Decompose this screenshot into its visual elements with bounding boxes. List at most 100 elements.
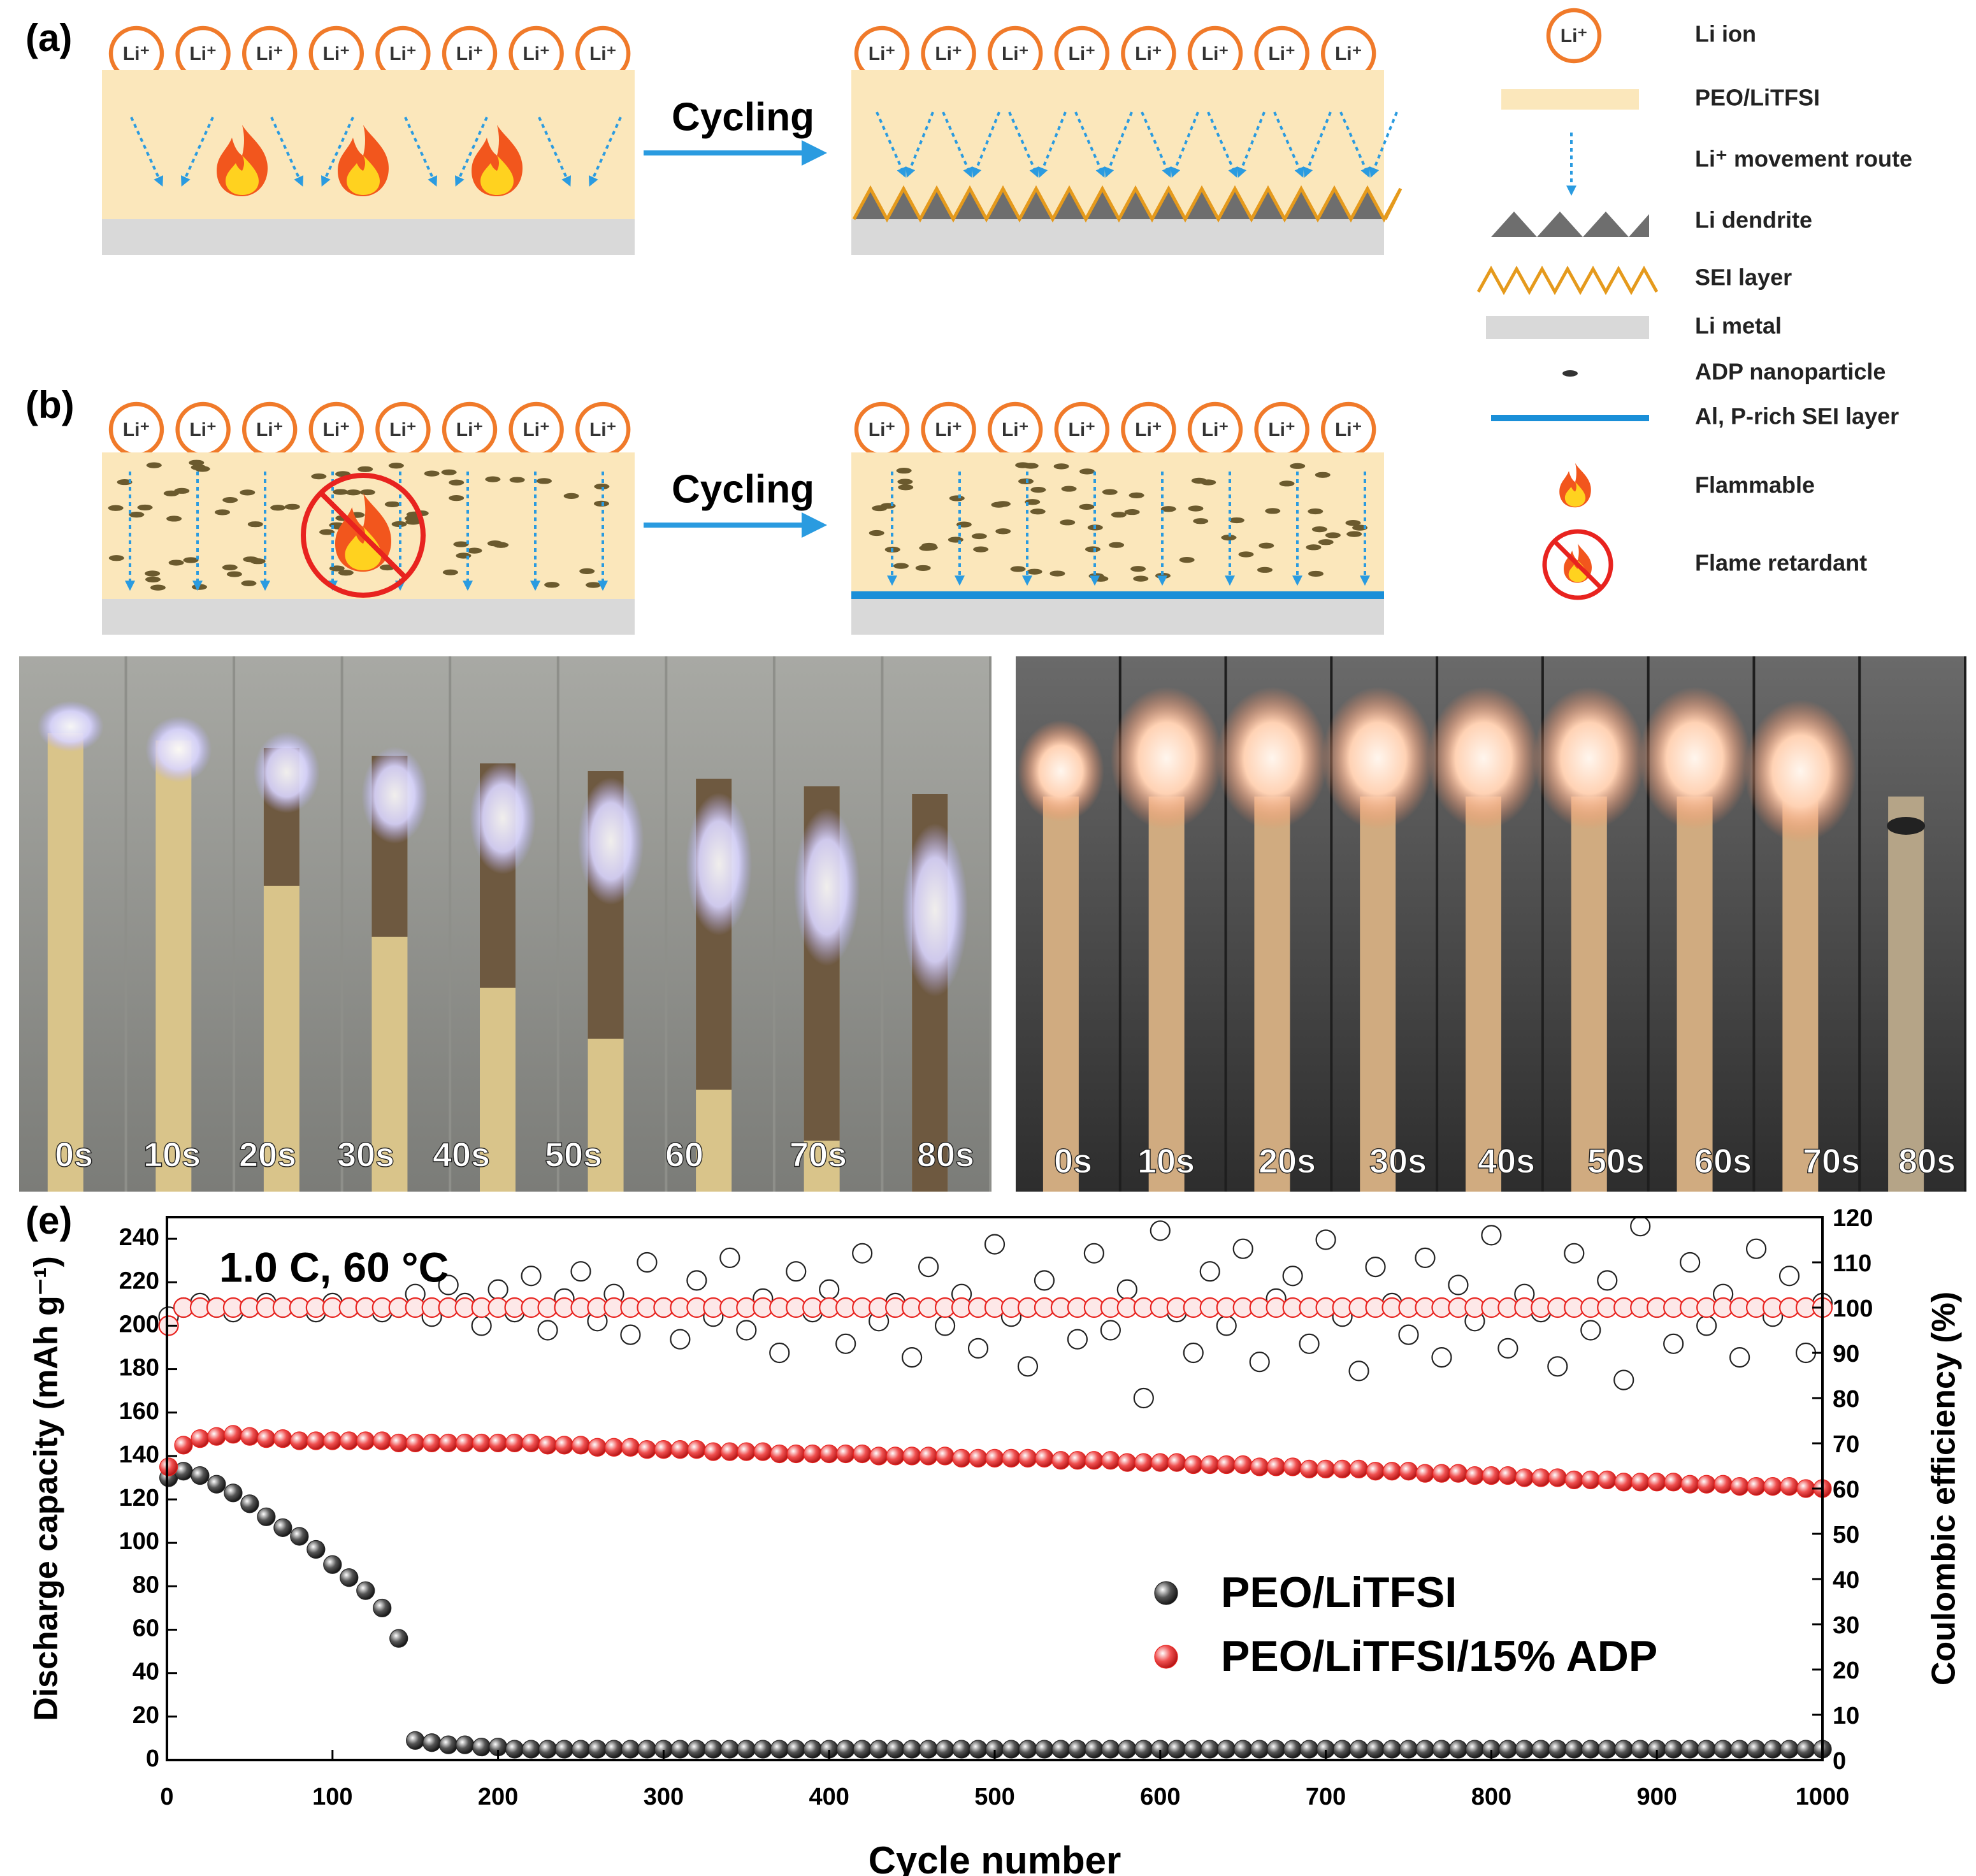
- adp-particle: [1179, 557, 1195, 563]
- capacity-point: [853, 1740, 872, 1759]
- capacity-point: [588, 1740, 607, 1759]
- photo-strip-edge: [881, 656, 884, 1192]
- efficiency-point: [1116, 1279, 1137, 1300]
- adp-particle: [1025, 499, 1041, 505]
- capacity-point: [952, 1740, 971, 1759]
- adp-particle: [563, 493, 579, 499]
- capacity-point: [373, 1598, 392, 1618]
- efficiency-point: [1580, 1320, 1601, 1341]
- capacity-point: [1664, 1473, 1683, 1492]
- capacity-point: [1597, 1740, 1617, 1759]
- adp-particle: [183, 557, 199, 563]
- capacity-point: [356, 1581, 375, 1600]
- capacity-point: [902, 1447, 921, 1466]
- li-ion-label: Li⁺: [1268, 43, 1295, 64]
- capacity-point: [1432, 1740, 1452, 1759]
- x-tick-label: 800: [1471, 1784, 1511, 1810]
- photo-strip-edge: [124, 656, 127, 1192]
- flame-glow: [1322, 687, 1434, 830]
- efficiency-point: [835, 1333, 856, 1354]
- capacity-point: [174, 1436, 193, 1455]
- capacity-point: [571, 1740, 591, 1759]
- splint: [1466, 797, 1501, 1192]
- splint: [1254, 797, 1290, 1192]
- adp-particle: [214, 509, 230, 516]
- adp-particle: [1060, 519, 1076, 526]
- adp-particle: [284, 503, 300, 510]
- y2-tick-label: 70: [1833, 1431, 1859, 1458]
- y2-tick-label: 100: [1833, 1295, 1873, 1322]
- x-axis-label: Cycle number: [869, 1839, 1121, 1876]
- adp-particle: [191, 584, 207, 590]
- photo-strip-edge: [556, 656, 559, 1192]
- x-tick-label: 500: [974, 1784, 1014, 1810]
- legend-sei: [1476, 265, 1659, 296]
- adp-particle: [453, 541, 469, 547]
- li-route: [1104, 112, 1133, 178]
- photo-strip-edge: [1752, 656, 1756, 1192]
- li-ion-label: Li⁺: [935, 43, 962, 64]
- adp-particle: [509, 477, 525, 483]
- capacity-point: [1780, 1740, 1799, 1759]
- capacity-point: [803, 1740, 822, 1759]
- annotation: 1.0 C, 60 °C: [219, 1243, 449, 1290]
- capacity-point: [1300, 1459, 1319, 1478]
- li-ion-label: Li⁺: [189, 43, 217, 64]
- capacity-point: [753, 1740, 772, 1759]
- y-tick-label: 200: [119, 1311, 159, 1338]
- capacity-point: [969, 1740, 988, 1759]
- capacity-point: [159, 1457, 178, 1476]
- efficiency-point: [438, 1274, 459, 1295]
- cycling-label: Cycling: [672, 95, 814, 139]
- adp-particle: [270, 505, 286, 511]
- efficiency-point: [1183, 1342, 1204, 1364]
- capacity-point: [439, 1433, 458, 1453]
- capacity-point: [1697, 1740, 1716, 1759]
- time-label: 20s: [239, 1136, 296, 1174]
- li-route: [905, 112, 934, 178]
- capacity-point: [869, 1447, 888, 1466]
- capacity-point: [1531, 1468, 1550, 1487]
- legend-label: Al, P-rich SEI layer: [1695, 403, 1899, 429]
- li-ion-label: Li⁺: [1202, 43, 1229, 64]
- flame-glow: [1638, 687, 1751, 830]
- capacity-point: [1548, 1740, 1567, 1759]
- legend-label: SEI layer: [1695, 264, 1792, 291]
- adp-particle: [311, 473, 327, 480]
- capacity-point: [306, 1540, 326, 1559]
- adp-particle: [1306, 544, 1322, 551]
- capacity-point: [1581, 1470, 1600, 1489]
- capacity-point: [1614, 1473, 1633, 1492]
- panel-label: (b): [25, 384, 75, 426]
- li-ion-label: Li⁺: [323, 419, 350, 440]
- adp-particle: [586, 582, 602, 588]
- capacity-point: [803, 1444, 822, 1464]
- capacity-point: [1101, 1740, 1120, 1759]
- x-tick-label: 100: [312, 1784, 352, 1810]
- capacity-point: [1068, 1740, 1087, 1759]
- capacity-point: [488, 1433, 508, 1453]
- efficiency-point: [786, 1261, 807, 1282]
- li-ion-label: Li⁺: [456, 419, 484, 440]
- time-label: 80s: [1898, 1142, 1956, 1180]
- capacity-point: [1201, 1455, 1220, 1475]
- capacity-point: [1217, 1455, 1236, 1475]
- capacity-point: [1548, 1468, 1567, 1487]
- adp-particle: [166, 516, 182, 522]
- adp-particle: [1193, 518, 1209, 524]
- efficiency-point: [1597, 1270, 1618, 1291]
- adp-particle: [973, 546, 989, 552]
- capacity-point: [323, 1555, 342, 1574]
- li-ion-label: Li⁺: [1135, 43, 1162, 64]
- time-label: 50s: [545, 1136, 602, 1174]
- li-ion-label: Li⁺: [1002, 43, 1029, 64]
- li-route: [270, 117, 304, 187]
- adp-particle: [117, 479, 133, 486]
- capacity-point: [1780, 1476, 1799, 1496]
- efficiency-point: [1299, 1333, 1320, 1354]
- efficiency-point: [471, 1315, 492, 1336]
- capacity-point: [1332, 1459, 1352, 1478]
- adp-particle: [1109, 542, 1125, 548]
- adp-particle: [1030, 509, 1046, 515]
- legend-label: Li ion: [1695, 21, 1756, 47]
